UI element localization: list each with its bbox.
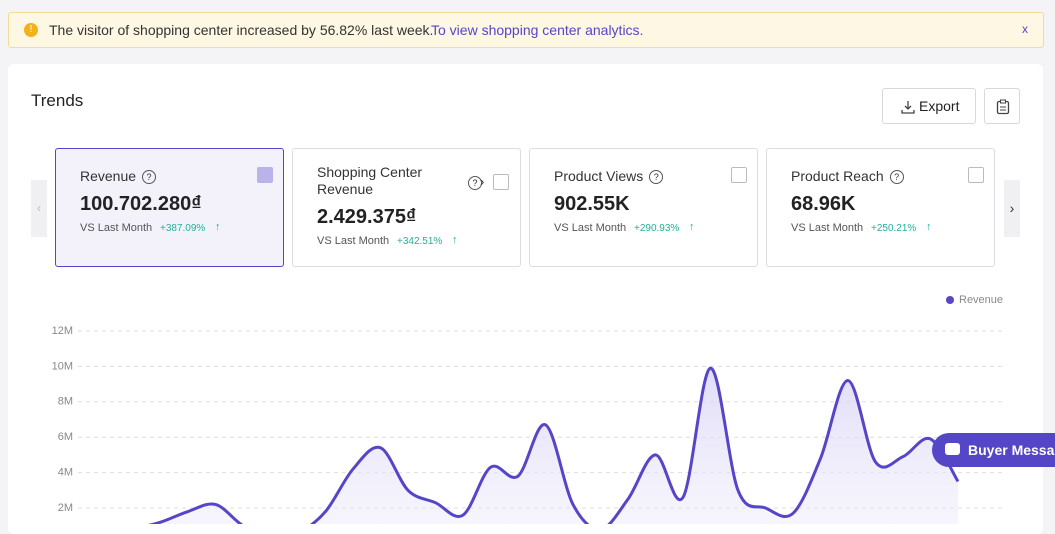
clipboard-button[interactable] xyxy=(984,88,1020,124)
next-arrow[interactable]: › xyxy=(1004,180,1020,237)
metric-card[interactable]: Product Views? 902.55K VS Last Month +290.9… xyxy=(529,148,758,267)
up-arrow: ↑ xyxy=(452,234,458,246)
chat-icon xyxy=(945,443,960,455)
up-arrow: ↑ xyxy=(689,221,695,233)
buyer-message-label: Buyer Message xyxy=(968,442,1055,458)
help-icon[interactable]: ? xyxy=(889,170,904,185)
checkbox[interactable] xyxy=(968,167,984,183)
metric-label: Shopping Center Revenue xyxy=(317,164,423,197)
banner-link[interactable]: To view shopping center analytics. xyxy=(431,22,644,38)
up-arrow: ↑ xyxy=(215,221,221,233)
chevron: › xyxy=(480,174,485,189)
y-tick-label: 8M xyxy=(58,396,73,408)
metric-card[interactable]: Shopping Center Revenue? › 2.429.375₫ VS La… xyxy=(292,148,521,267)
close-button[interactable]: x xyxy=(1022,22,1028,36)
y-tick-label: 4M xyxy=(58,467,73,479)
metric-change: +290.93% xyxy=(634,223,680,234)
legend-label: Revenue xyxy=(959,294,1003,306)
chart: 2M 4M 6M 8M 10M 12M Revenue xyxy=(52,294,1005,524)
y-tick-label: 6M xyxy=(58,431,73,443)
download-icon xyxy=(901,101,915,114)
help-icon[interactable]: ? xyxy=(468,176,482,190)
export-label: Export xyxy=(919,98,960,114)
y-tick-label: 12M xyxy=(52,325,73,337)
help-icon[interactable]: ? xyxy=(649,170,664,185)
y-tick-label: 2M xyxy=(58,502,73,514)
prev-arrow[interactable]: ‹ xyxy=(31,180,47,237)
banner-message: The visitor of shopping center increased… xyxy=(49,22,434,38)
checkbox[interactable] xyxy=(493,174,509,190)
metric-compare: VS Last Month xyxy=(317,235,390,247)
metric-value: 68.96K xyxy=(791,193,856,215)
metric-card[interactable]: Revenue? 100.702.280₫ VS Last Month +387.09… xyxy=(55,148,284,267)
metric-card[interactable]: Product Reach? 68.96K VS Last Month +250.21… xyxy=(766,148,995,267)
checkbox[interactable] xyxy=(257,167,273,183)
section-title: Trends xyxy=(31,91,84,110)
metric-compare: VS Last Month xyxy=(80,222,153,234)
metric-label: Revenue? xyxy=(80,168,260,185)
notice-banner: ! The visitor of shopping center increas… xyxy=(8,12,1044,48)
warning-icon: ! xyxy=(24,23,38,37)
y-tick-label: 10M xyxy=(52,360,73,372)
up-arrow: ↑ xyxy=(926,221,932,233)
metric-value: 902.55K xyxy=(554,193,630,215)
metric-compare: VS Last Month xyxy=(554,222,627,234)
export-button[interactable]: Export xyxy=(882,88,976,124)
checkbox[interactable] xyxy=(731,167,747,183)
metric-change: +250.21% xyxy=(871,223,917,234)
metric-value: 100.702.280₫ xyxy=(80,193,202,215)
help-icon[interactable]: ? xyxy=(142,170,157,185)
metric-compare: VS Last Month xyxy=(791,222,864,234)
legend-marker xyxy=(946,296,954,304)
metric-label: Product Views? xyxy=(554,168,734,185)
buyer-message-button[interactable]: Buyer Message xyxy=(932,433,1055,467)
metric-change: +387.09% xyxy=(160,223,206,234)
metric-label: Product Reach? xyxy=(791,168,971,185)
metric-change: +342.51% xyxy=(397,236,443,247)
line xyxy=(147,366,960,524)
area xyxy=(154,368,958,524)
clipboard-icon xyxy=(996,99,1010,115)
metric-value: 2.429.375₫ xyxy=(317,206,417,228)
